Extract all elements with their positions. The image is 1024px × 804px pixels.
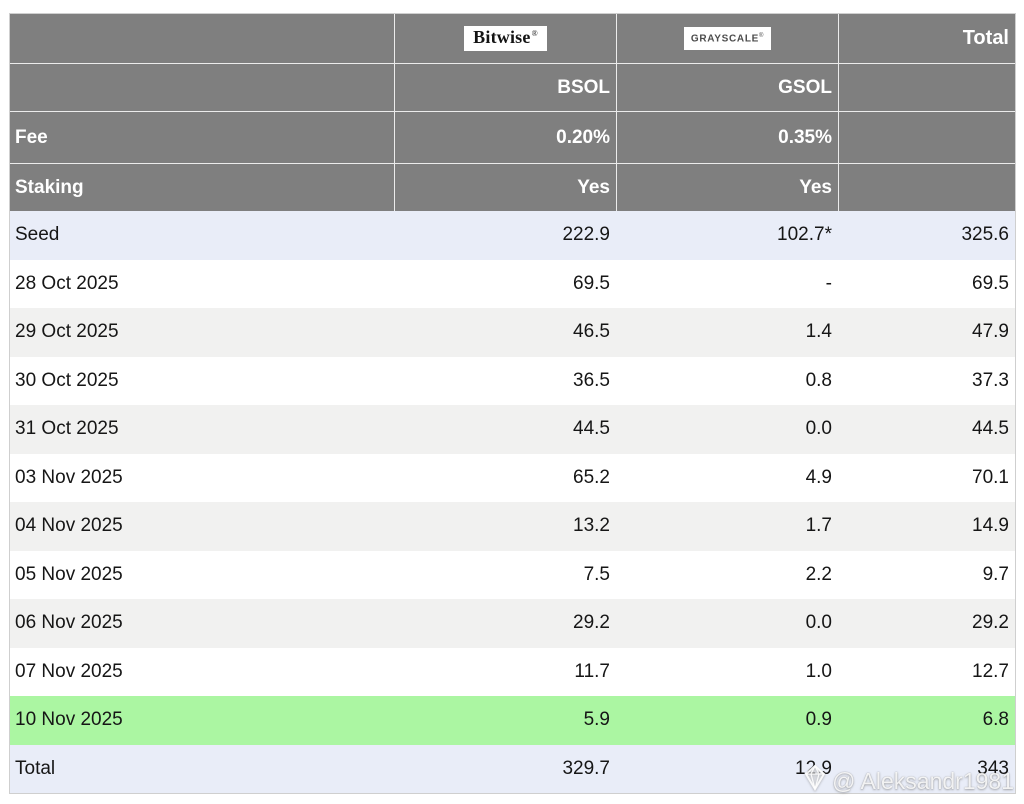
bsol-value-cell: 36.5 <box>573 369 610 391</box>
row-label-cell: 07 Nov 2025 <box>15 660 123 682</box>
gsol-value-cell: 0.8 <box>805 369 832 391</box>
row-label-cell: 29 Oct 2025 <box>15 321 119 343</box>
bitwise-logo-cell: Bitwise® <box>394 14 616 63</box>
gsol-value-cell: 4.9 <box>805 466 832 488</box>
table-row: 06 Nov 2025 29.2 0.0 29.2 <box>10 599 1015 648</box>
total-value-cell: 37.3 <box>972 369 1009 391</box>
row-label-cell: 30 Oct 2025 <box>15 369 119 391</box>
total-value-cell: 6.8 <box>982 709 1009 731</box>
header-empty-cell <box>10 64 394 111</box>
gsol-ticker-header: GSOL <box>616 64 838 111</box>
table-row: Total 329.7 12.9 343 <box>10 744 1015 793</box>
total-value-cell: 12.7 <box>972 660 1009 682</box>
bsol-value-cell: 29.2 <box>573 612 610 634</box>
bsol-value-cell: 13.2 <box>573 515 610 537</box>
header-empty-cell <box>838 64 1015 111</box>
gsol-value-cell: 102.7* <box>777 224 832 246</box>
total-value-cell: 47.9 <box>972 321 1009 343</box>
row-label-cell: 10 Nov 2025 <box>15 709 123 731</box>
row-label-cell: Total <box>15 757 56 779</box>
total-value-cell: 9.7 <box>982 563 1009 585</box>
header-row-issuers: Bitwise® GRAYSCALE® Total <box>10 14 1015 63</box>
fee-row-label: Fee <box>15 126 48 148</box>
total-value-cell: 14.9 <box>972 515 1009 537</box>
bitwise-logo-icon: Bitwise® <box>464 26 547 51</box>
header-empty-cell <box>10 14 394 63</box>
header-row-tickers: BSOL GSOL <box>10 63 1015 111</box>
total-value-cell: 325.6 <box>961 224 1009 246</box>
header-empty-cell <box>838 164 1015 211</box>
gsol-staking-value: Yes <box>616 164 838 211</box>
gsol-value-cell: - <box>825 272 832 294</box>
table-row: Seed 222.9 102.7* 325.6 <box>10 211 1015 260</box>
gsol-value-cell: 2.2 <box>805 563 832 585</box>
bsol-value-cell: 44.5 <box>573 418 610 440</box>
row-label-cell: 31 Oct 2025 <box>15 418 119 440</box>
grayscale-logo-icon: GRAYSCALE® <box>683 26 772 51</box>
table-row: 30 Oct 2025 36.5 0.8 37.3 <box>10 356 1015 405</box>
total-value-cell: 70.1 <box>972 466 1009 488</box>
total-value-cell: 343 <box>977 757 1009 779</box>
gsol-value-cell: 0.0 <box>805 418 832 440</box>
gsol-value-cell: 12.9 <box>795 757 832 779</box>
gsol-value-cell: 1.4 <box>805 321 832 343</box>
row-label-cell: 04 Nov 2025 <box>15 515 123 537</box>
total-value-cell: 29.2 <box>972 612 1009 634</box>
gsol-value-cell: 0.0 <box>805 612 832 634</box>
row-label-cell: 03 Nov 2025 <box>15 466 123 488</box>
gsol-value-cell: 0.9 <box>805 709 832 731</box>
table-row: 29 Oct 2025 46.5 1.4 47.9 <box>10 308 1015 357</box>
bsol-value-cell: 5.9 <box>583 709 610 731</box>
gsol-value-cell: 1.7 <box>805 515 832 537</box>
bsol-value-cell: 65.2 <box>573 466 610 488</box>
header-row-staking: Staking Yes Yes <box>10 163 1015 211</box>
bsol-value-cell: 7.5 <box>583 563 610 585</box>
table-row: 07 Nov 2025 11.7 1.0 12.7 <box>10 647 1015 696</box>
bsol-value-cell: 69.5 <box>573 272 610 294</box>
row-label-cell: 06 Nov 2025 <box>15 612 123 634</box>
bsol-fee-value: 0.20% <box>394 112 616 163</box>
table-row: 10 Nov 2025 5.9 0.9 6.8 <box>10 696 1015 745</box>
total-column-header: Total <box>838 14 1015 63</box>
bsol-value-cell: 329.7 <box>562 757 610 779</box>
grayscale-logo-cell: GRAYSCALE® <box>616 14 838 63</box>
gsol-fee-value: 0.35% <box>616 112 838 163</box>
bsol-value-cell: 11.7 <box>574 660 610 682</box>
total-value-cell: 69.5 <box>972 272 1009 294</box>
table-row: 28 Oct 2025 69.5 - 69.5 <box>10 259 1015 308</box>
etf-flows-table: Bitwise® GRAYSCALE® Total BSOL GSOL Fee … <box>9 13 1016 794</box>
row-label-cell: 28 Oct 2025 <box>15 272 119 294</box>
table-body: Seed 222.9 102.7* 325.6 28 Oct 2025 69.5… <box>10 211 1015 793</box>
header-row-fee: Fee 0.20% 0.35% <box>10 111 1015 163</box>
table-row: 03 Nov 2025 65.2 4.9 70.1 <box>10 453 1015 502</box>
bsol-ticker-header: BSOL <box>394 64 616 111</box>
bsol-staking-value: Yes <box>394 164 616 211</box>
total-value-cell: 44.5 <box>972 418 1009 440</box>
row-label-cell: 05 Nov 2025 <box>15 563 123 585</box>
table-row: 04 Nov 2025 13.2 1.7 14.9 <box>10 502 1015 551</box>
bsol-value-cell: 46.5 <box>573 321 610 343</box>
header-empty-cell <box>838 112 1015 163</box>
table-row: 05 Nov 2025 7.5 2.2 9.7 <box>10 550 1015 599</box>
staking-row-label: Staking <box>15 176 84 198</box>
bsol-value-cell: 222.9 <box>562 224 610 246</box>
gsol-value-cell: 1.0 <box>805 660 832 682</box>
table-row: 31 Oct 2025 44.5 0.0 44.5 <box>10 405 1015 454</box>
row-label-cell: Seed <box>15 224 60 246</box>
